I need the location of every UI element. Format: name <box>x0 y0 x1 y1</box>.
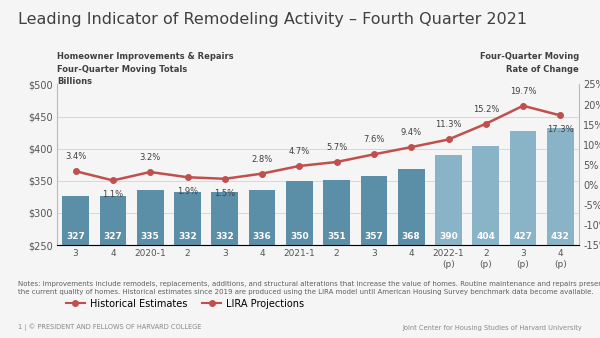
Text: Leading Indicator of Remodeling Activity – Fourth Quarter 2021: Leading Indicator of Remodeling Activity… <box>18 12 527 27</box>
Text: 1.9%: 1.9% <box>177 187 198 196</box>
Text: 7.6%: 7.6% <box>363 135 385 144</box>
Text: Billions: Billions <box>57 77 92 87</box>
Text: 404: 404 <box>476 232 495 241</box>
Text: 3.4%: 3.4% <box>65 152 86 161</box>
Text: Joint Center for Housing Studies of Harvard University: Joint Center for Housing Studies of Harv… <box>402 324 582 331</box>
Bar <box>62 196 89 245</box>
Text: Rate of Change: Rate of Change <box>506 65 579 74</box>
Text: 332: 332 <box>215 232 234 241</box>
Text: 357: 357 <box>364 232 383 241</box>
Text: 15.2%: 15.2% <box>473 105 499 114</box>
Text: 19.7%: 19.7% <box>510 87 536 96</box>
Text: 351: 351 <box>327 232 346 241</box>
Bar <box>398 169 425 245</box>
Bar <box>174 192 201 245</box>
Text: 1 | © PRESIDENT AND FELLOWS OF HARVARD COLLEGE: 1 | © PRESIDENT AND FELLOWS OF HARVARD C… <box>18 323 202 331</box>
Text: 332: 332 <box>178 232 197 241</box>
Bar <box>286 181 313 245</box>
Text: 1.1%: 1.1% <box>103 191 124 199</box>
Bar <box>211 192 238 245</box>
Text: 368: 368 <box>402 232 421 241</box>
Text: Notes: Improvements include remodels, replacements, additions, and structural al: Notes: Improvements include remodels, re… <box>18 281 600 294</box>
Text: 17.3%: 17.3% <box>547 125 574 135</box>
Text: 327: 327 <box>103 232 122 241</box>
Text: 336: 336 <box>253 232 271 241</box>
Text: 390: 390 <box>439 232 458 241</box>
Text: 427: 427 <box>514 232 533 241</box>
Bar <box>248 190 275 245</box>
Bar <box>435 155 462 245</box>
Text: 2.8%: 2.8% <box>251 154 272 164</box>
Text: 350: 350 <box>290 232 308 241</box>
Text: 432: 432 <box>551 232 570 241</box>
Legend: Historical Estimates, LIRA Projections: Historical Estimates, LIRA Projections <box>62 295 308 313</box>
Text: Four-Quarter Moving: Four-Quarter Moving <box>480 52 579 62</box>
Text: 5.7%: 5.7% <box>326 143 347 152</box>
Bar <box>547 128 574 245</box>
Bar <box>472 146 499 245</box>
Text: 335: 335 <box>141 232 160 241</box>
Bar <box>323 180 350 245</box>
Text: 3.2%: 3.2% <box>140 153 161 162</box>
Bar <box>361 176 388 245</box>
Text: 9.4%: 9.4% <box>401 128 422 137</box>
Bar <box>137 190 164 245</box>
Text: Four-Quarter Moving Totals: Four-Quarter Moving Totals <box>57 65 187 74</box>
Text: 1.5%: 1.5% <box>214 189 235 198</box>
Text: 11.3%: 11.3% <box>435 120 462 129</box>
Text: Homeowner Improvements & Repairs: Homeowner Improvements & Repairs <box>57 52 233 62</box>
Bar <box>509 131 536 245</box>
Text: 4.7%: 4.7% <box>289 147 310 156</box>
Bar <box>100 196 127 245</box>
Text: 327: 327 <box>66 232 85 241</box>
